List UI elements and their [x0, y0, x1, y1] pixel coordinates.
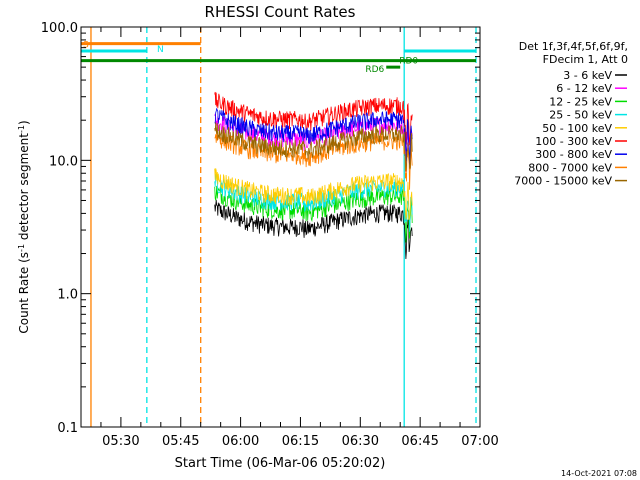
y-label-sup-1: -1 [17, 244, 26, 252]
axes: 0.1 1.0 10.0 100.0 05:30 05:45 06:00 06:15 06:30… [41, 21, 499, 449]
legend: Det 1f,3f,4f,5f,6f,9f,FDecim 1, Att 0 3 -… [514, 40, 628, 188]
series-line [214, 122, 413, 172]
x-tick-label: 05:45 [162, 434, 199, 449]
x-tick-label: 06:30 [342, 434, 379, 449]
y-tick-label: 10.0 [49, 154, 78, 169]
footer-timestamp: 14-Oct-2021 07:08 [561, 469, 637, 478]
x-tick-label: 06:45 [401, 434, 438, 449]
legend-entry-label: 100 - 300 keV [535, 135, 612, 148]
legend-header: FDecim 1, Att 0 [543, 53, 628, 66]
y-tick-label: 100.0 [41, 21, 78, 36]
x-tick-label: 06:00 [222, 434, 259, 449]
state-bar-label: RD6 [365, 65, 384, 75]
y-tick-label: 1.0 [57, 288, 78, 303]
plot-data: S N RD6 RD0 [81, 27, 477, 427]
legend-entry-label: 3 - 6 keV [563, 69, 612, 82]
x-tick-label: 06:15 [282, 434, 319, 449]
y-label-sup-2: -1 [17, 125, 26, 133]
y-tick-label: 0.1 [57, 421, 78, 436]
legend-entry-label: 6 - 12 keV [556, 82, 612, 95]
series-line [214, 113, 413, 172]
x-axis-label: Start Time (06-Mar-06 05:20:02) [175, 456, 386, 471]
legend-entry-label: 25 - 50 keV [549, 109, 612, 122]
y-axis-label: Count Rate (s-1 detector segment-1) [17, 120, 32, 333]
series-line [214, 199, 413, 260]
x-tick-label: 07:00 [461, 434, 498, 449]
series-line [214, 185, 413, 243]
legend-entry-label: 50 - 100 keV [542, 122, 612, 135]
legend-header: Det 1f,3f,4f,5f,6f,9f, [519, 40, 628, 53]
series-line [214, 168, 413, 220]
state-bar-label: N [157, 45, 164, 55]
state-bar-label: S [83, 41, 89, 51]
legend-entry-label: 300 - 800 keV [535, 148, 612, 161]
y-label-part-3: ) [17, 120, 31, 125]
legend-entry-label: 12 - 25 keV [549, 95, 612, 108]
state-bar-label: RD0 [399, 57, 418, 67]
chart-title: RHESSI Count Rates [205, 3, 356, 21]
y-label-part-2: detector segment [17, 133, 31, 244]
legend-entry-label: 7000 - 15000 keV [514, 175, 612, 188]
y-label-part-1: Count Rate (s [17, 252, 31, 334]
legend-entry-label: 800 - 7000 keV [528, 161, 612, 174]
x-tick-label: 05:30 [102, 434, 139, 449]
plot-frame [80, 26, 481, 428]
series-line [214, 107, 413, 166]
series-line [214, 91, 413, 146]
